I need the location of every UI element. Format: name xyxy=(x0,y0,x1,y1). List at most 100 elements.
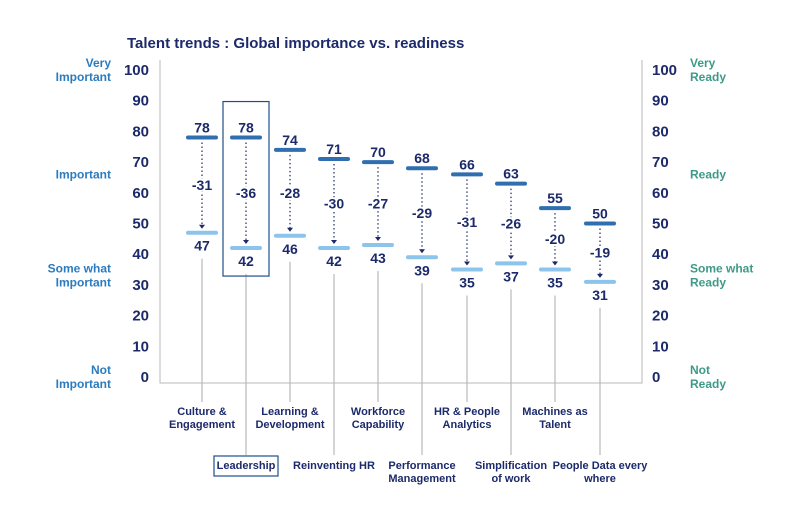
right-axis-label: Ready xyxy=(690,70,726,84)
left-axis-label: Important xyxy=(56,377,111,391)
right-tick-label: 10 xyxy=(652,338,669,355)
importance-marker xyxy=(406,166,438,171)
gap-arrowhead xyxy=(375,236,381,241)
right-tick-label: 40 xyxy=(652,246,669,263)
gap-arrowhead xyxy=(287,227,293,232)
readiness-value: 35 xyxy=(459,275,475,291)
category-label: Simplification xyxy=(475,460,547,472)
left-axis-label: Important xyxy=(56,70,111,84)
left-axis-label: Not xyxy=(91,363,111,377)
importance-value: 71 xyxy=(326,141,342,157)
gap-arrowhead xyxy=(199,224,205,229)
category-label: Learning & xyxy=(261,406,319,418)
importance-value: 78 xyxy=(194,120,210,136)
gap-arrowhead xyxy=(419,249,425,254)
importance-value: 70 xyxy=(370,144,386,160)
data-marks: 78 47 -31 78 42 -36 74 46 -28 71 42 -30 70 43 -27 68 39 -… xyxy=(186,100,616,303)
readiness-value: 46 xyxy=(282,241,298,257)
category-label: Development xyxy=(255,419,324,431)
category-label: where xyxy=(583,473,616,485)
right-axis-label: Not xyxy=(690,363,710,377)
importance-value: 74 xyxy=(282,132,298,148)
importance-value: 68 xyxy=(414,150,430,166)
importance-value: 50 xyxy=(592,206,608,222)
importance-marker xyxy=(451,172,483,177)
readiness-value: 42 xyxy=(326,253,342,269)
category-label: Talent xyxy=(539,419,571,431)
gap-value: -36 xyxy=(236,185,256,201)
right-axis-label: Ready xyxy=(690,377,726,391)
importance-marker xyxy=(362,160,394,165)
highlight-box xyxy=(222,100,270,277)
gap-value: -20 xyxy=(545,231,565,247)
gap-value: -30 xyxy=(324,196,344,212)
readiness-marker xyxy=(539,267,571,272)
right-tick-label: 20 xyxy=(652,308,669,325)
importance-marker xyxy=(539,206,571,211)
category-label: People Data every xyxy=(553,460,649,472)
category-stems xyxy=(201,258,601,455)
gap-value: -31 xyxy=(192,177,212,193)
right-tick-label: 80 xyxy=(652,123,669,140)
readiness-marker xyxy=(186,230,218,235)
left-axis: 0 10 20 30 40 50 60 70 80 90 100 xyxy=(124,62,149,386)
category-label: Leadership xyxy=(217,460,276,472)
gap-arrowhead xyxy=(464,261,470,266)
left-tick-label: 30 xyxy=(132,277,149,294)
left-axis-label: Some what xyxy=(48,262,111,276)
left-axis-label: Important xyxy=(56,167,111,181)
readiness-marker xyxy=(274,233,306,238)
readiness-value: 37 xyxy=(503,268,519,284)
category-label: Management xyxy=(388,473,456,485)
readiness-value: 43 xyxy=(370,250,386,266)
category-label: Reinventing HR xyxy=(293,460,375,472)
left-tick-label: 20 xyxy=(132,308,149,325)
left-tick-label: 90 xyxy=(132,93,149,110)
importance-value: 55 xyxy=(547,190,563,206)
right-tick-label: 70 xyxy=(652,154,669,171)
left-tick-label: 100 xyxy=(124,62,149,79)
right-axis-label: Very xyxy=(690,56,716,70)
gap-arrowhead xyxy=(508,255,514,260)
category-label: Capability xyxy=(352,419,405,431)
readiness-value: 42 xyxy=(238,253,254,269)
importance-value: 66 xyxy=(459,156,475,172)
right-tick-label: 30 xyxy=(652,277,669,294)
plot-frame xyxy=(159,60,643,384)
gap-value: -28 xyxy=(280,185,300,201)
category-label: Performance xyxy=(388,460,455,472)
left-tick-label: 40 xyxy=(132,246,149,263)
left-tick-label: 70 xyxy=(132,154,149,171)
importance-marker xyxy=(186,135,218,140)
category-labels: Culture &Engagement Leadership Learning &D… xyxy=(169,406,648,485)
gap-value: -19 xyxy=(590,245,610,261)
chart-title: Talent trends : Global importance vs. re… xyxy=(127,35,464,52)
gap-arrowhead xyxy=(331,240,337,245)
importance-marker xyxy=(318,157,350,162)
category-label-box xyxy=(213,455,279,477)
left-tick-label: 10 xyxy=(132,338,149,355)
left-tick-label: 80 xyxy=(132,123,149,140)
readiness-marker xyxy=(230,246,262,251)
readiness-marker xyxy=(495,261,527,266)
gap-value: -26 xyxy=(501,216,521,232)
category-label: HR & People xyxy=(434,406,500,418)
gap-arrowhead xyxy=(597,273,603,278)
gap-arrowhead xyxy=(552,261,558,266)
right-axis: 0 10 20 30 40 50 60 70 80 90 100 xyxy=(652,62,677,386)
gap-value: -31 xyxy=(457,214,477,230)
readiness-value: 35 xyxy=(547,275,563,291)
gap-arrowhead xyxy=(243,240,249,245)
right-tick-label: 90 xyxy=(652,93,669,110)
right-tick-label: 50 xyxy=(652,216,669,233)
readiness-value: 39 xyxy=(414,262,430,278)
readiness-marker xyxy=(362,242,394,247)
gap-value: -27 xyxy=(368,196,388,212)
importance-value: 78 xyxy=(238,120,254,136)
right-axis-label: Ready xyxy=(690,276,726,290)
readiness-marker xyxy=(451,267,483,272)
left-tick-label: 60 xyxy=(132,185,149,202)
importance-marker xyxy=(230,135,262,140)
